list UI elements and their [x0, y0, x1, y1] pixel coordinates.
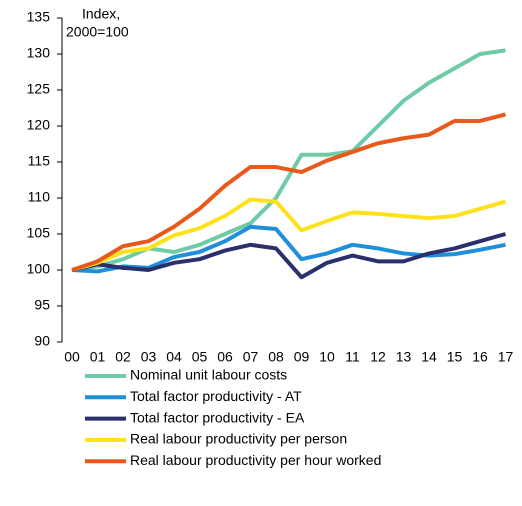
y-tick-label: 130	[27, 45, 51, 61]
y-tick-label: 105	[27, 225, 51, 241]
y-tick-label: 95	[34, 297, 50, 313]
series-line	[71, 232, 507, 280]
y-tick-label: 120	[27, 117, 51, 133]
legend-label: Total factor productivity - AT	[130, 388, 302, 404]
x-tick-label: 15	[447, 349, 463, 365]
x-tick-label: 14	[421, 349, 437, 365]
y-tick-label: 100	[27, 261, 51, 277]
legend-label: Total factor productivity - EA	[130, 409, 305, 425]
x-tick-label: 11	[345, 349, 360, 365]
x-tick-label: 04	[166, 349, 182, 365]
x-tick-label: 01	[90, 349, 106, 365]
y-tick-label: 135	[27, 9, 51, 25]
x-tick-label: 07	[243, 349, 259, 365]
x-tick-label: 02	[115, 349, 131, 365]
y-tick-label: 125	[27, 81, 51, 97]
x-tick-label: 03	[141, 349, 157, 365]
x-tick-label: 09	[294, 349, 310, 365]
series-line	[71, 224, 506, 274]
x-tick-label: 06	[217, 349, 233, 365]
x-tick-label: 17	[498, 349, 514, 365]
x-tick-label: 05	[192, 349, 208, 365]
x-tick-label: 10	[319, 349, 335, 365]
series-line	[71, 48, 506, 272]
y-tick-label: 110	[28, 189, 51, 205]
annotation: 2000=100	[66, 24, 129, 40]
legend-label: Nominal unit labour costs	[130, 367, 287, 383]
annotation: Index,	[82, 6, 120, 22]
x-tick-label: 00	[64, 349, 80, 365]
x-tick-label: 08	[268, 349, 284, 365]
series-line	[71, 112, 506, 272]
x-tick-label: 12	[370, 349, 386, 365]
x-tick-label: 13	[396, 349, 412, 365]
y-tick-label: 90	[34, 333, 50, 349]
y-tick-label: 115	[28, 153, 51, 169]
x-tick-label: 16	[472, 349, 488, 365]
series-line	[71, 197, 507, 272]
legend-label: Real labour productivity per hour worked	[130, 452, 381, 468]
legend-label: Real labour productivity per person	[130, 431, 347, 447]
